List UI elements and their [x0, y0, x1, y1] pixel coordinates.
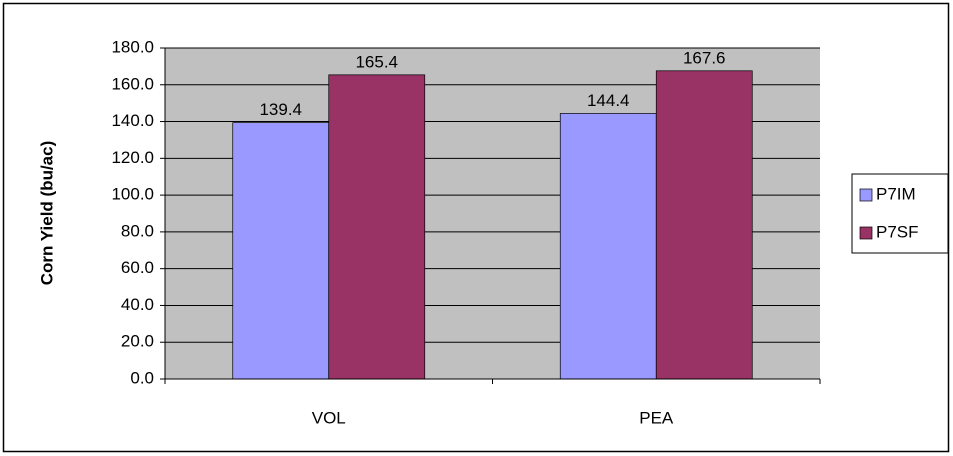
legend-label: P7IM [876, 184, 916, 203]
bar [655, 70, 753, 380]
y-tick-label: 60.0 [121, 258, 154, 277]
bar [232, 122, 330, 380]
y-tick-label: 100.0 [111, 185, 154, 204]
bar [559, 113, 657, 380]
y-tick-label: 40.0 [121, 295, 154, 314]
legend-box [851, 173, 949, 254]
data-label: 165.4 [355, 52, 398, 71]
legend-swatch [859, 226, 873, 240]
bar [328, 74, 426, 380]
x-tick-label: VOL [312, 408, 346, 427]
legend-label: P7SF [876, 222, 919, 241]
data-label: 139.4 [259, 100, 302, 119]
legend-swatch [859, 188, 873, 202]
y-tick-label: 120.0 [111, 148, 154, 167]
y-tick-label: 20.0 [121, 332, 154, 351]
data-label: 144.4 [587, 91, 630, 110]
y-tick-label: 0.0 [130, 368, 154, 387]
data-label: 167.6 [683, 48, 726, 67]
x-tick-label: PEA [639, 408, 674, 427]
y-tick-label: 160.0 [111, 74, 154, 93]
y-axis-label: Corn Yield (bu/ac) [37, 141, 56, 286]
y-tick-label: 80.0 [121, 221, 154, 240]
y-tick-label: 180.0 [111, 37, 154, 56]
y-tick-label: 140.0 [111, 111, 154, 130]
